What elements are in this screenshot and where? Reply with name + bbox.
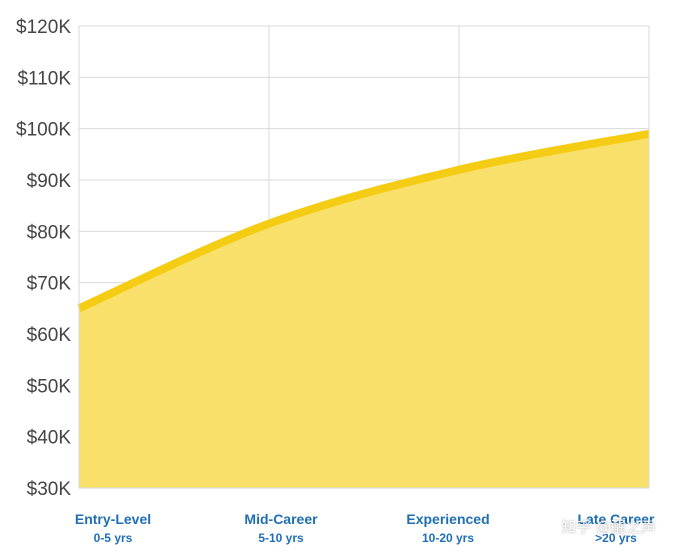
y-tick-label: $60K	[27, 325, 72, 346]
y-axis-ticks: $30K $40K $50K $60K $70K $80K $90K $100K $110K $1…	[16, 17, 71, 500]
y-tick-label: $90K	[27, 171, 72, 192]
y-tick-label: $30K	[27, 479, 72, 500]
x-tick-sublabel: >20 yrs	[595, 531, 637, 545]
series-line	[77, 129, 650, 312]
series-area-fill	[79, 133, 649, 489]
y-tick-label: $110K	[17, 68, 71, 89]
x-tick-label: Late Career	[577, 511, 655, 527]
x-tick-label: Mid-Career	[244, 511, 318, 527]
x-tick-label: Entry-Level	[75, 511, 151, 527]
y-tick-label: $120K	[16, 17, 71, 38]
watermark-text: 知乎 @醒之声	[561, 518, 656, 536]
y-tick-label: $80K	[27, 222, 72, 243]
plot-border	[78, 25, 650, 489]
y-tick-label: $50K	[27, 376, 72, 397]
x-axis-ticks: Entry-Level 0-5 yrs Mid-Career 5-10 yrs Expe…	[75, 511, 655, 545]
x-tick-sublabel: 10-20 yrs	[422, 531, 474, 545]
x-tick-label: Experienced	[406, 511, 489, 527]
y-tick-label: $70K	[27, 274, 72, 295]
y-tick-label: $100K	[16, 120, 71, 141]
y-tick-label: $40K	[27, 428, 72, 449]
x-tick-sublabel: 5-10 yrs	[258, 531, 304, 545]
x-tick-sublabel: 0-5 yrs	[94, 531, 133, 545]
